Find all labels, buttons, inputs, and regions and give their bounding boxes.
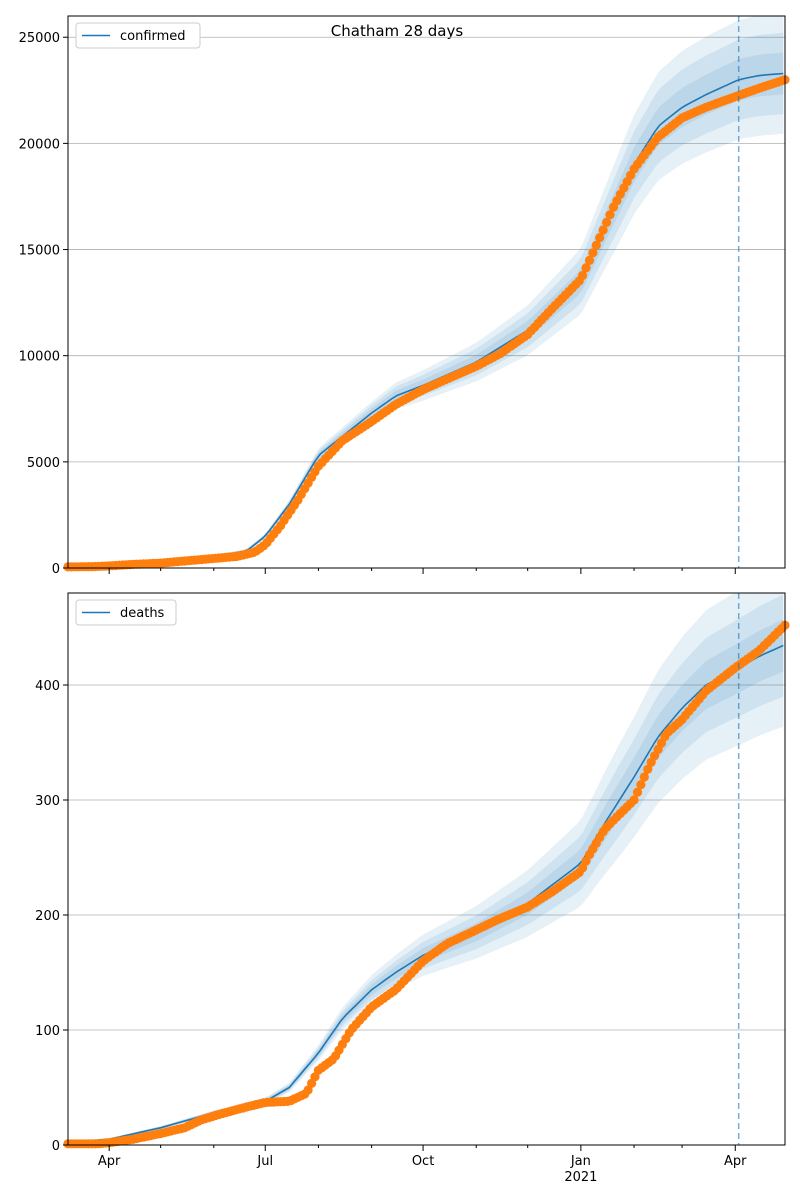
observed-point	[584, 255, 595, 265]
observed-point	[581, 263, 591, 273]
observed-point	[632, 787, 643, 797]
observed-point	[636, 780, 646, 790]
y-tick-label: 300	[35, 794, 60, 809]
uncertainty-band	[68, 32, 784, 569]
y-tick-label: 15000	[19, 244, 60, 259]
axes-frame	[67, 592, 786, 1146]
y-tick-label: 100	[35, 1024, 60, 1039]
observed-point	[629, 795, 639, 805]
observed-point	[602, 217, 612, 227]
x-tick-label: Apr	[724, 1154, 747, 1169]
uncertainty-band	[68, 619, 784, 1144]
y-tick-label: 5000	[27, 456, 60, 471]
uncertainty-band	[68, 594, 784, 1144]
observed-point	[578, 863, 588, 873]
x-tick-label: Apr	[98, 1154, 121, 1169]
observed-point	[643, 764, 653, 774]
legend: deaths	[75, 599, 177, 626]
x-tick-label: Oct	[412, 1154, 434, 1169]
y-tick-label: 20000	[19, 137, 60, 152]
x-tick-label: Jul	[256, 1154, 273, 1169]
y-tick-label: 10000	[19, 350, 60, 365]
y-tick-label: 200	[35, 909, 60, 924]
legend-box	[75, 599, 177, 626]
y-tick-label: 0	[52, 1139, 60, 1154]
confirmed-panel: 0 5000 10000 15000 20000 25000 confirmed	[19, 15, 790, 577]
legend-label: confirmed	[120, 29, 186, 44]
observed-point	[605, 210, 615, 220]
observed-point	[598, 225, 608, 235]
uncertainty-band	[68, 593, 784, 1144]
uncertainty-band	[68, 16, 784, 568]
x-tick-label: Jan	[570, 1154, 591, 1169]
axes-frame	[67, 15, 786, 569]
legend: confirmed	[75, 22, 201, 49]
legend-label: deaths	[120, 606, 165, 621]
y-tick-label: 400	[35, 679, 60, 694]
observed-point	[639, 772, 649, 782]
observed-point	[578, 270, 588, 281]
x-tick-sublabel: 2021	[564, 1170, 597, 1185]
observed-point	[595, 233, 605, 243]
y-tick-label: 25000	[19, 31, 60, 46]
legend-box	[75, 22, 201, 49]
y-tick-label: 0	[52, 562, 60, 577]
observed-point	[591, 240, 601, 250]
observed-point	[588, 248, 598, 258]
figure-title: Chatham 28 days	[331, 22, 464, 40]
